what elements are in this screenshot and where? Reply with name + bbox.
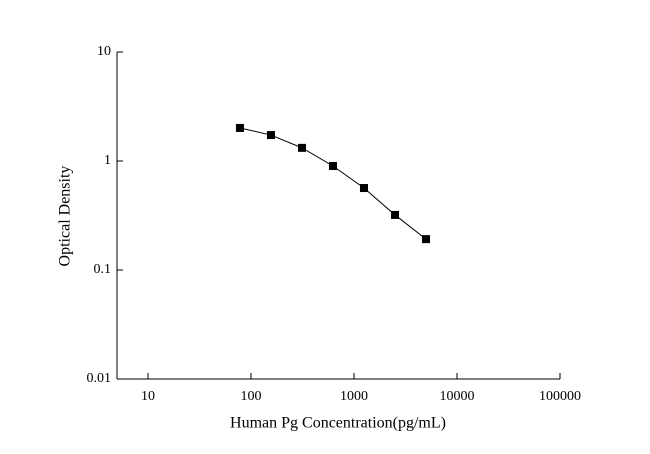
x-tick-label: 100: [241, 389, 262, 404]
series-line: [239, 127, 427, 240]
y-tick-label: 1: [104, 153, 111, 168]
y-tick-label: 0.01: [87, 371, 112, 386]
data-point: [235, 123, 244, 132]
y-tick-label: 0.1: [94, 262, 112, 277]
x-tick-label: 100000: [539, 389, 581, 404]
x-axis-label: Human Pg Concentration(pg/mL): [230, 415, 446, 432]
data-point: [297, 143, 306, 152]
data-point: [390, 210, 399, 219]
y-tick-label: 10: [97, 44, 111, 59]
data-point: [359, 184, 368, 193]
data-point: [421, 235, 430, 244]
data-point: [328, 161, 337, 170]
x-tick-label: 10000: [440, 389, 475, 404]
x-tick-label: 10: [141, 389, 155, 404]
data-point: [266, 131, 275, 140]
y-axis-label: Optical Density: [57, 166, 74, 267]
x-tick-label: 1000: [340, 389, 368, 404]
